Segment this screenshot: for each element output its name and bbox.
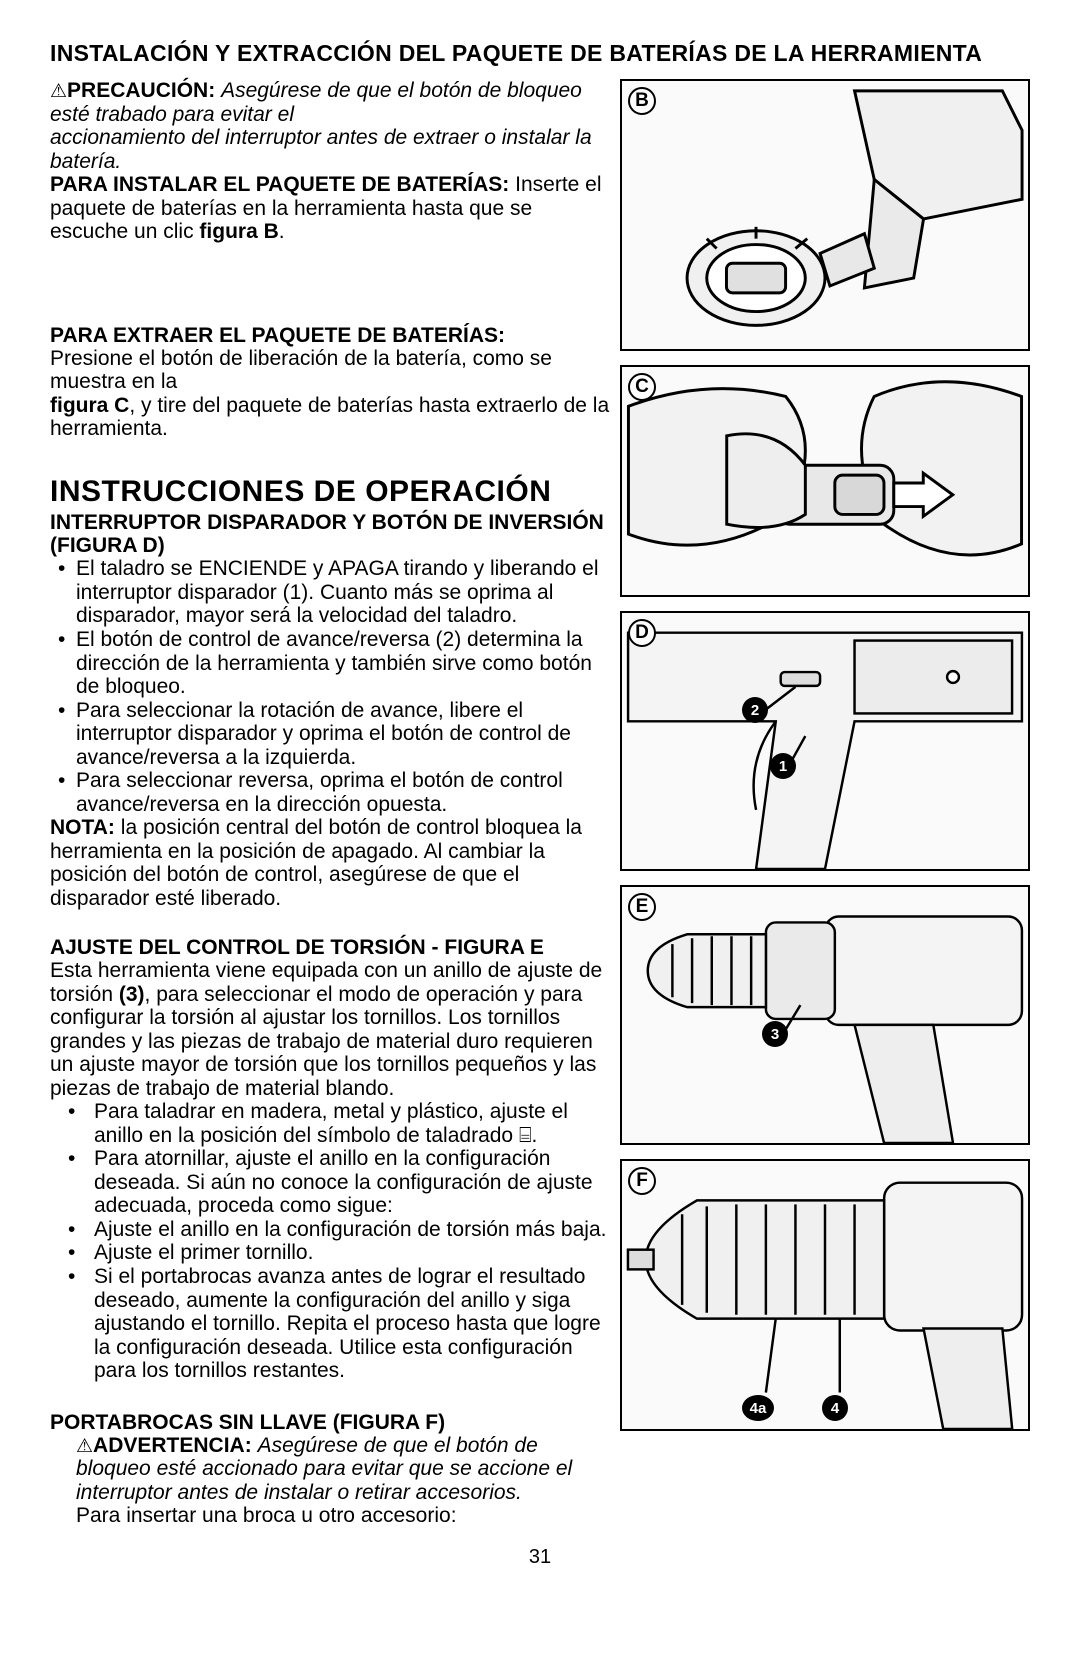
callout-d-1: 1 (770, 753, 796, 779)
extract-fig-ref: figura C (50, 394, 129, 417)
figure-f: F 4a 4 (620, 1159, 1030, 1431)
page-title: INSTALACIÓN Y EXTRACCIÓN DEL PAQUETE DE … (50, 40, 1030, 67)
trigger-bullet-list: El taladro se ENCIENDE y APAGA tirando y… (50, 557, 610, 816)
figure-e-svg (622, 887, 1028, 1143)
list-item: Ajuste el primer tornillo. (50, 1241, 610, 1265)
warning-icon: ⚠ (50, 81, 67, 102)
figure-b: B (620, 79, 1030, 351)
extract-heading: PARA EXTRAER EL PAQUETE DE BATERÍAS: (50, 324, 610, 347)
text-column: ⚠PRECAUCIÓN: Asegúrese de que el botón d… (50, 79, 610, 1528)
nota-text: la posición central del botón de control… (50, 816, 582, 910)
install-block: PARA INSTALAR EL PAQUETE DE BATERÍAS: In… (50, 173, 610, 244)
nota-block: NOTA: la posición central del botón de c… (50, 816, 610, 910)
figure-label-d: D (628, 619, 656, 647)
list-item: El taladro se ENCIENDE y APAGA tirando y… (50, 557, 610, 628)
figure-d: D 2 1 (620, 611, 1030, 871)
torque-para: Esta herramienta viene equipada con un a… (50, 959, 610, 1100)
list-item: Si el portabrocas avanza antes de lograr… (50, 1265, 610, 1383)
chuck-para: Para insertar una broca u otro accesorio… (50, 1504, 610, 1528)
list-item: El botón de control de avance/reversa (2… (50, 628, 610, 699)
content-row: ⚠PRECAUCIÓN: Asegúrese de que el botón d… (50, 79, 1030, 1528)
list-item: Ajuste el anillo en la configuración de … (50, 1218, 610, 1242)
precaution-label: PRECAUCIÓN: (67, 79, 215, 102)
list-item: Para atornillar, ajuste el anillo en la … (50, 1147, 610, 1218)
callout-d-2: 2 (742, 697, 768, 723)
figure-b-svg (622, 81, 1028, 349)
callout-f-4: 4 (822, 1395, 848, 1421)
install-fig-ref: figura B (199, 220, 278, 243)
torque-para-b: (3) (119, 983, 145, 1006)
torque-bullet-list: Para taladrar en madera, metal y plástic… (50, 1100, 610, 1382)
figure-c-svg (622, 367, 1028, 595)
list-item: Para taladrar en madera, metal y plástic… (50, 1100, 610, 1147)
extract-block-2: figura C, y tire del paquete de baterías… (50, 394, 610, 441)
figure-e: E 3 (620, 885, 1030, 1145)
list-item: Para seleccionar reversa, oprima el botó… (50, 769, 610, 816)
page-number: 31 (50, 1546, 1030, 1569)
precaution-text-2: accionamiento del interruptor antes de e… (50, 126, 610, 173)
chuck-heading: PORTABROCAS SIN LLAVE (FIGURA F) (50, 1411, 610, 1434)
figure-label-c: C (628, 373, 656, 401)
torque-heading: AJUSTE DEL CONTROL DE TORSIÓN - FIGURA E (50, 936, 610, 959)
figure-column: B C (620, 79, 1030, 1528)
callout-e-3: 3 (762, 1021, 788, 1047)
figure-c: C (620, 365, 1030, 597)
figure-label-b: B (628, 87, 656, 115)
callout-f-4a: 4a (742, 1395, 774, 1421)
figure-label-e: E (628, 893, 656, 921)
advertencia-block: ⚠ADVERTENCIA: Asegúrese de que el botón … (50, 1434, 610, 1505)
list-item: Para seleccionar la rotación de avance, … (50, 699, 610, 770)
figure-label-f: F (628, 1167, 656, 1195)
extract-text-2: , y tire del paquete de baterías hasta e… (50, 394, 609, 441)
manual-page: INSTALACIÓN Y EXTRACCIÓN DEL PAQUETE DE … (0, 0, 1080, 1589)
install-heading: PARA INSTALAR EL PAQUETE DE BATERÍAS: (50, 173, 509, 196)
extract-text-1: Presione el botón de liberación de la ba… (50, 347, 610, 394)
advertencia-label: ADVERTENCIA: (93, 1434, 252, 1457)
warning-icon: ⚠ (76, 1436, 93, 1457)
precaution-block: ⚠PRECAUCIÓN: Asegúrese de que el botón d… (50, 79, 610, 126)
trigger-heading: INTERRUPTOR DISPARADOR Y BOTÓN DE INVERS… (50, 511, 610, 557)
figure-f-svg (622, 1161, 1028, 1429)
nota-label: NOTA: (50, 816, 115, 839)
figure-d-svg (622, 613, 1028, 869)
operation-heading: INSTRUCCIONES DE OPERACIÓN (50, 475, 610, 510)
